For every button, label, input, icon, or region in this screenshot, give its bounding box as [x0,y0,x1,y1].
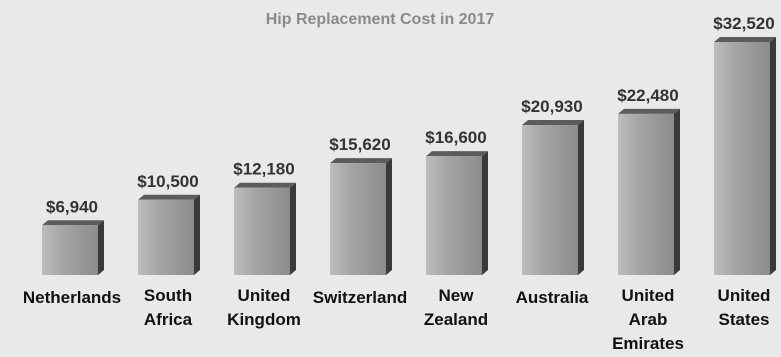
category-label-line: Emirates [612,334,684,353]
bar-top [618,108,680,114]
bar-7 [618,108,680,275]
bar-4 [330,158,392,275]
bar-top [522,120,584,126]
bar-8 [714,37,776,275]
bar-side [674,108,680,275]
category-label-line: Arab [629,310,668,329]
category-label: United Kingdom [227,286,301,329]
bar-front [234,187,290,275]
bar-2 [138,194,200,275]
bar-top [426,151,488,157]
bar-value-label: $20,930 [521,97,582,116]
category-label-line: Australia [516,288,589,307]
bar-top [234,182,296,188]
category-label-line: United [622,286,675,305]
bar-front [42,225,98,275]
bar-value-label: $10,500 [137,172,198,191]
bar-side [194,194,200,275]
bar-top [714,37,776,42]
bar-front [330,163,386,275]
category-label: United Arab Emirates [612,286,684,353]
category-label: Switzerland [313,288,407,307]
value-labels-group: $6,940 $10,500 $12,180 $15,620 $16,600 $20,93… [46,14,775,216]
category-label-line: Switzerland [313,288,407,307]
bar-front [138,199,194,275]
category-label-line: States [718,310,769,329]
bar-top [138,194,200,200]
bar-top [330,158,392,164]
bar-front [714,42,770,275]
bar-value-label: $6,940 [46,197,98,216]
bar-side [578,120,584,275]
bar-value-label: $12,180 [233,160,294,179]
bar-side [98,220,104,275]
category-label: Netherlands [23,288,121,307]
bar-front [522,125,578,275]
category-label-line: New [439,286,475,305]
category-label: Australia [516,288,589,307]
category-labels-group: Netherlands South Africa United Kingdom Switz… [23,286,771,353]
category-label: South Africa [144,286,193,329]
bar-value-label: $16,600 [425,128,486,147]
bar-value-label: $15,620 [329,135,390,154]
category-label-line: United [718,286,771,305]
bar-1 [42,220,104,275]
bar-side [290,182,296,275]
category-label-line: Kingdom [227,310,301,329]
bar-side [770,37,776,275]
category-label-line: Netherlands [23,288,121,307]
bar-6 [522,120,584,275]
bar-value-label: $22,480 [617,86,678,105]
category-label-line: United [238,286,291,305]
bar-top [42,220,104,226]
bar-side [386,158,392,275]
category-label-line: South [144,286,192,305]
bar-5 [426,151,488,275]
category-label: United States [718,286,771,329]
bar-side [482,151,488,275]
bar-front [426,156,482,275]
bar-value-label: $32,520 [713,14,774,33]
bar-3 [234,182,296,275]
chart-title: Hip Replacement Cost in 2017 [266,11,495,28]
bars-group [42,37,776,275]
bar-front [618,113,674,275]
category-label: New Zealand [424,286,488,329]
category-label-line: Africa [144,310,193,329]
category-label-line: Zealand [424,310,488,329]
